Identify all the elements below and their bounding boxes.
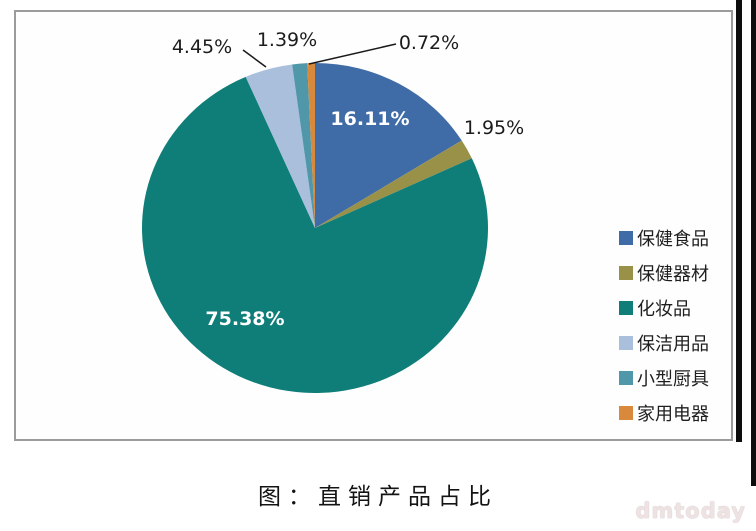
legend-swatch-icon [619, 301, 633, 315]
legend-item-xiaoxing-chuju: 小型厨具 [619, 367, 709, 389]
legend-swatch-icon [619, 231, 633, 245]
pie-slice-2 [141, 76, 488, 394]
pie-slices-group [141, 63, 488, 394]
legend-item-baojian-qicai: 保健器材 [619, 262, 709, 284]
legend-item-baojie-yongpin: 保洁用品 [619, 332, 709, 354]
legend-label: 小型厨具 [637, 369, 709, 389]
legend-swatch-icon [619, 266, 633, 280]
pie-label-huazhuangpin: 75.38% [205, 308, 285, 330]
pie-label-baojian-shipin: 16.11% [330, 108, 410, 130]
pie-slice-5 [307, 63, 315, 228]
leader-line-baojie [242, 49, 267, 68]
chart-legend: 保健食品 保健器材 化妆品 保洁用品 小型厨具 家用电器 [619, 227, 709, 424]
legend-item-baojian-shipin: 保健食品 [619, 227, 709, 249]
legend-label: 保健食品 [637, 229, 709, 249]
pie-label-xiaoxing-chuju: 1.39% [256, 29, 318, 51]
scan-artifact-edge-bar [751, 0, 756, 486]
figure-caption: 图：直销产品占比 [258, 484, 498, 509]
watermark: dmtoday [635, 499, 746, 523]
legend-item-huazhuangpin: 化妆品 [619, 297, 709, 319]
pie-slice-4 [292, 63, 315, 228]
legend-swatch-icon [619, 406, 633, 420]
legend-swatch-icon [619, 336, 633, 350]
leader-line-jiayong [308, 43, 397, 65]
legend-swatch-icon [619, 371, 633, 385]
pie-label-jiayong-dianqi: 0.72% [398, 32, 460, 54]
legend-label: 保洁用品 [637, 334, 709, 354]
legend-item-jiayong-dianqi: 家用电器 [619, 402, 709, 424]
legend-label: 化妆品 [637, 299, 691, 319]
legend-label: 家用电器 [637, 404, 709, 424]
legend-label: 保健器材 [637, 264, 709, 284]
pie-label-baojie-yongpin: 4.45% [171, 36, 233, 58]
pie-slice-1 [315, 140, 472, 228]
scan-artifact-bar [736, 0, 742, 442]
pie-slice-3 [245, 64, 315, 228]
pie-label-baojian-qicai: 1.95% [463, 117, 525, 139]
pie-slice-0 [315, 63, 462, 228]
